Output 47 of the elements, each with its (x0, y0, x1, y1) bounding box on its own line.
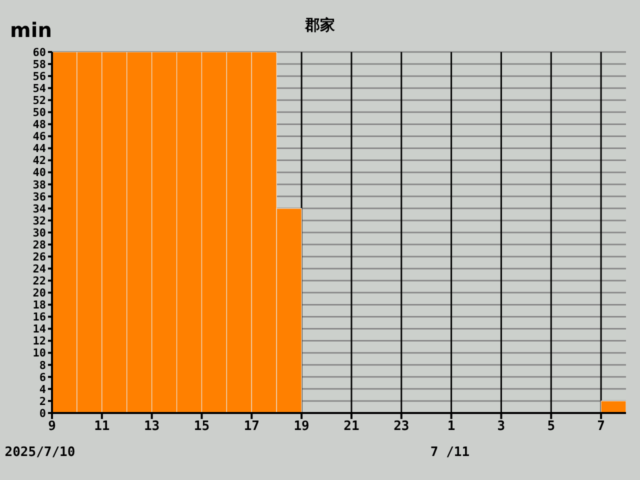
x-tick-label: 21 (344, 419, 360, 434)
y-tick-label: 32 (32, 214, 46, 228)
y-tick-label: 16 (32, 310, 46, 324)
y-tick-label: 28 (32, 238, 46, 252)
x-tick-label: 17 (244, 419, 260, 434)
y-tick-label: 36 (32, 190, 46, 204)
y-tick-label: 34 (32, 202, 46, 216)
x-tick-label: 3 (497, 419, 506, 434)
text: 7 /11 (429, 445, 471, 460)
x-tick-label: 1 (447, 419, 456, 434)
y-tick-label: 12 (32, 334, 46, 348)
y-tick-label: 44 (32, 142, 46, 156)
y-tick-label: 6 (39, 370, 46, 384)
y-tick-label: 50 (32, 106, 46, 120)
y-tick-label: 2 (39, 394, 46, 408)
y-tick-label: 26 (32, 250, 46, 264)
text: 2025/7/10 (4, 445, 76, 460)
chart-title: 郡家 (305, 16, 335, 34)
x-tick-label: 23 (394, 419, 410, 434)
y-tick-label: 60 (32, 46, 46, 59)
y-tick-label: 14 (32, 322, 46, 336)
y-tick-label: 48 (32, 118, 46, 132)
y-tick-label: 54 (32, 82, 46, 96)
y-tick-label: 42 (32, 154, 46, 168)
y-tick-label: 40 (32, 166, 46, 180)
y-tick-label: 4 (39, 382, 46, 396)
x-tick-label: 13 (144, 419, 160, 434)
y-tick-label: 30 (32, 226, 46, 240)
x-tick-label: 19 (294, 419, 310, 434)
y-axis-title: min (10, 18, 52, 42)
y-tick-label: 10 (32, 346, 46, 360)
x-tick-label: 7 (597, 419, 605, 434)
y-tick-label: 24 (32, 262, 46, 276)
y-tick-label: 20 (32, 286, 46, 300)
y-tick-label: 38 (32, 178, 46, 192)
x-tick-label: 5 (547, 419, 556, 434)
y-tick-label: 8 (39, 358, 46, 372)
x-tick-label: 9 (48, 419, 56, 434)
y-tick-label: 46 (32, 130, 46, 144)
x-tick-label: 11 (94, 419, 110, 434)
y-tick-label: 58 (32, 58, 46, 71)
y-tick-label: 18 (32, 298, 46, 312)
y-tick-label: 52 (32, 94, 46, 108)
y-tick-label: 56 (32, 70, 46, 83)
y-tick-label: 0 (39, 406, 46, 420)
x-tick-label: 15 (194, 419, 210, 434)
y-tick-label: 22 (32, 274, 46, 288)
